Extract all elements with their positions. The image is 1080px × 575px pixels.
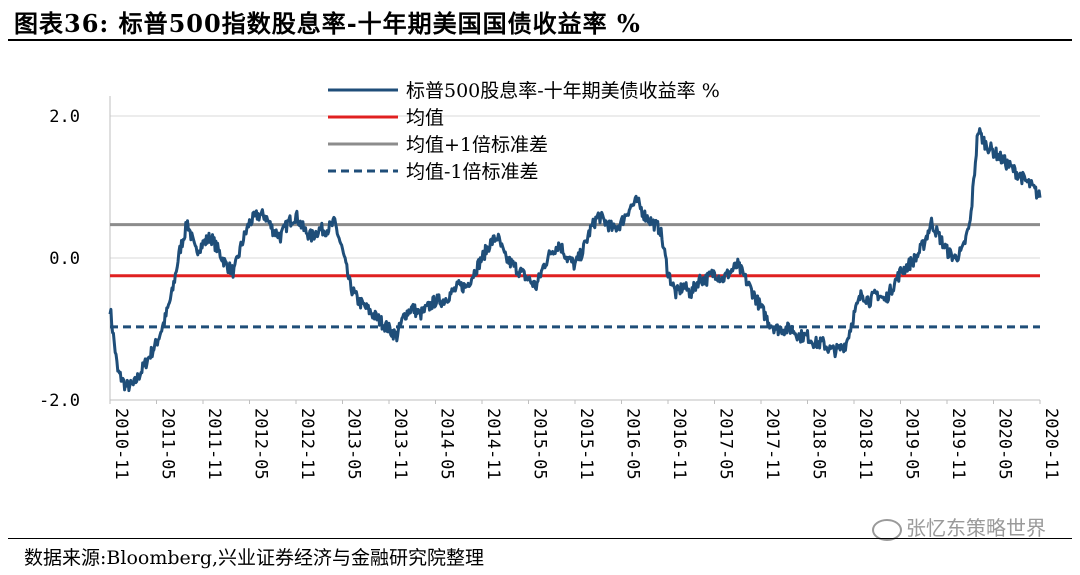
watermark-text: 张忆东策略世界 xyxy=(906,516,1046,540)
series-layer xyxy=(108,127,1042,393)
legend-label: 均值 xyxy=(406,107,444,129)
x-tick-label: 2017-05 xyxy=(716,408,736,480)
x-tick-label: 2015-11 xyxy=(576,408,596,480)
legend-label: 标普500股息率-十年期美债收益率 % xyxy=(406,80,720,102)
x-tick-label: 2011-11 xyxy=(204,408,224,480)
x-tick-label: 2011-05 xyxy=(158,408,178,480)
x-tick-label: 2016-11 xyxy=(669,408,689,480)
y-tick-label: -2.0 xyxy=(39,391,80,411)
x-tick-label: 2019-05 xyxy=(902,408,922,480)
chart-title: 图表36: 标普500指数股息率-十年期美国国债收益率 % xyxy=(14,9,641,38)
series-line xyxy=(108,127,1042,393)
title-rule xyxy=(8,39,1072,41)
source-rule xyxy=(8,538,1072,539)
x-tick-label: 2014-05 xyxy=(437,408,457,480)
axes: 2.0 0.0 -2.0 2010-11 2011-05 2011-11 2012-05 20… xyxy=(39,96,1061,480)
x-tick-label: 2015-05 xyxy=(530,408,550,480)
x-tick-label: 2012-11 xyxy=(297,408,317,480)
y-tick-label: 2.0 xyxy=(49,107,80,127)
x-tick-label: 2012-05 xyxy=(251,408,271,480)
chart-svg: 2.0 0.0 -2.0 2010-11 2011-05 2011-11 2012-05 20… xyxy=(39,80,1061,480)
legend-label: 均值+1倍标准差 xyxy=(406,134,548,156)
x-tick-label: 2016-05 xyxy=(623,408,643,480)
source-note: 数据来源:Bloomberg,兴业证券经济与金融研究院整理 xyxy=(24,547,485,569)
reference-lines xyxy=(110,223,1040,329)
x-tick-label: 2019-11 xyxy=(948,408,968,480)
x-tick-label: 2017-11 xyxy=(762,408,782,480)
wechat-icon xyxy=(872,518,902,541)
x-tick-label: 2013-05 xyxy=(344,408,364,480)
watermark: 张忆东策略世界 xyxy=(872,512,1046,541)
x-tick-label: 2013-11 xyxy=(390,408,410,480)
x-tick-label: 2014-11 xyxy=(483,408,503,480)
x-tick-label: 2010-11 xyxy=(111,408,131,480)
x-tick-label: 2018-11 xyxy=(855,408,875,480)
x-tick-label: 2020-11 xyxy=(1041,408,1061,480)
y-tick-label: 0.0 xyxy=(49,249,80,269)
x-tick-label: 2020-05 xyxy=(995,408,1015,480)
x-tick-label: 2018-05 xyxy=(809,408,829,480)
legend-label: 均值-1倍标准差 xyxy=(406,161,539,183)
